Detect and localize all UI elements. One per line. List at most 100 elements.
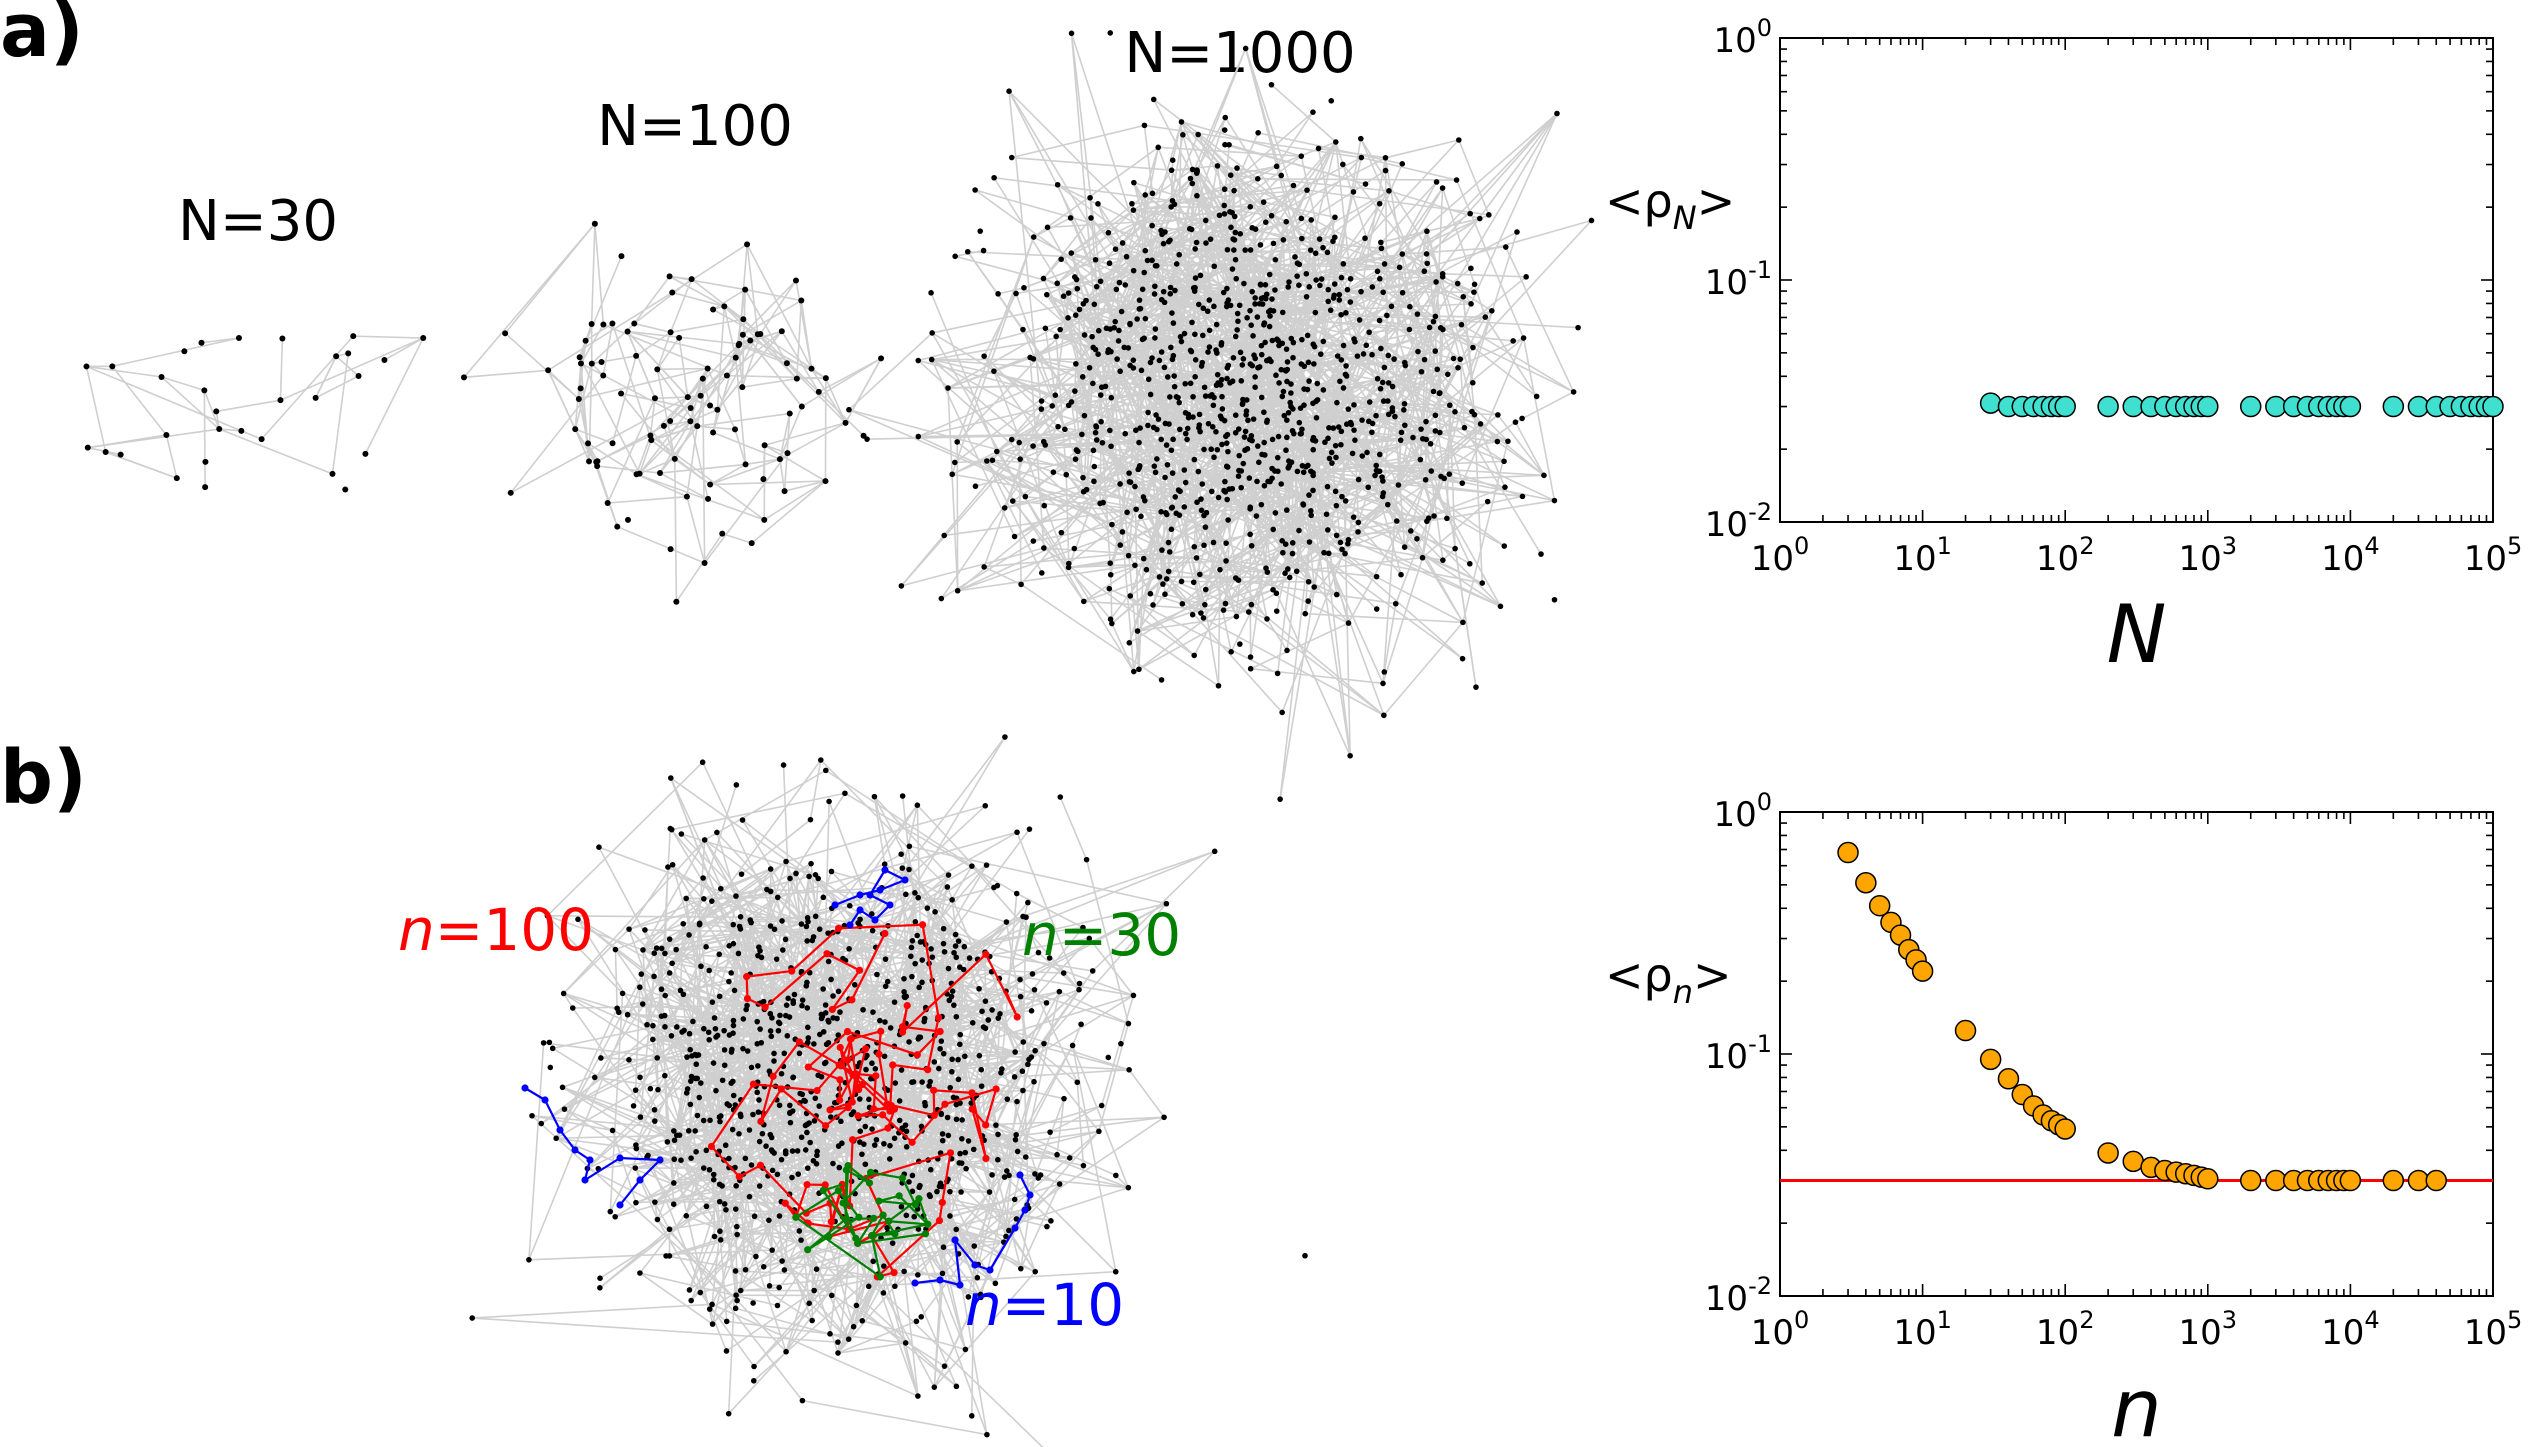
network-edge [1243,283,1256,388]
network-node [1168,526,1175,533]
network-node [1299,426,1305,433]
network-node [1161,364,1168,371]
network-node [1318,276,1325,282]
network-edge [1224,143,1366,185]
network-node [783,360,790,367]
network-node [1249,288,1255,295]
network-node [1187,347,1194,354]
network-node [1083,297,1089,304]
network-node [1155,416,1162,422]
network-edge [1397,369,1438,486]
network-node [1038,406,1045,412]
network-node [1326,425,1332,431]
network-node [1182,430,1189,437]
network-edge [764,444,826,482]
network-edge [1172,338,1278,361]
network-edge [1110,417,1222,448]
network-node [1107,427,1113,434]
network-edge [85,366,107,453]
network-edge [615,923,684,951]
network-edge [1032,288,1117,360]
network-node [1340,342,1347,349]
network-edge [547,369,576,430]
network-graph-n1000 [846,30,1595,802]
network-node [1231,247,1237,253]
network-node [1224,246,1231,253]
network-edge [809,759,822,820]
network-node [1264,419,1270,425]
network-edge [1092,346,1172,451]
network-node [1433,279,1439,285]
network-edge [1033,146,1159,238]
network-node [1279,709,1285,716]
network-node [1210,402,1217,409]
network-node [1214,371,1221,378]
network-node [1263,565,1269,571]
network-node [1281,412,1288,419]
network-edge [649,343,740,437]
network-node [1055,423,1061,430]
network-edge [1012,500,1167,516]
network-node [1439,271,1446,277]
network-node [1333,454,1339,461]
network-node [915,357,922,364]
network-node [1098,418,1104,425]
network-node [1272,468,1278,474]
network-node [1289,550,1296,557]
network-edge [1244,48,1283,176]
network-node [1231,187,1237,194]
network-node [1201,384,1208,391]
network-node [1234,327,1240,333]
network-node [1160,240,1167,247]
network-node [1057,326,1063,333]
network-node [1189,319,1195,326]
network-edge [697,425,736,431]
network-node [1389,405,1396,411]
network-edge [1153,98,1259,180]
network-edge [1302,472,1315,588]
network-node [1229,266,1236,272]
network-edge [1387,382,1406,426]
network-node [1385,398,1391,404]
network-edge [1296,470,1378,572]
network-node [1380,478,1386,484]
network-node [1229,485,1236,492]
network-node [1327,307,1334,314]
network-edge [1140,346,1172,371]
network-edge [1171,514,1205,531]
network-node [1191,456,1198,463]
network-node [591,220,598,227]
network-node [1140,494,1147,500]
network-edge [1305,612,1463,624]
network-edge [1070,33,1096,305]
network-node [744,241,751,248]
network-node [1021,285,1027,291]
network-edge [820,759,948,888]
network-node [1203,240,1209,246]
network-edge [1160,439,1174,508]
network-edge [1110,397,1169,466]
network-node [1380,490,1387,496]
network-edge [709,1308,728,1323]
network-node [1113,286,1120,293]
network-edge [1156,428,1174,441]
network-node [707,402,714,409]
network-node [1136,666,1142,673]
network-node [1287,399,1293,406]
network-node [1398,429,1405,436]
network-edge [1252,361,1405,367]
network-node [1339,493,1345,500]
network-edge [241,430,262,440]
network-edge [87,434,167,449]
network-node [1520,335,1527,341]
network-node [1425,515,1432,521]
network-node [1358,135,1364,142]
network-edge [843,925,881,1021]
network-edge [562,993,574,1009]
network-node [1227,302,1234,309]
network-node [1139,286,1146,293]
network-node [1336,297,1343,303]
network-node [1238,378,1245,384]
network-node [1382,154,1389,161]
